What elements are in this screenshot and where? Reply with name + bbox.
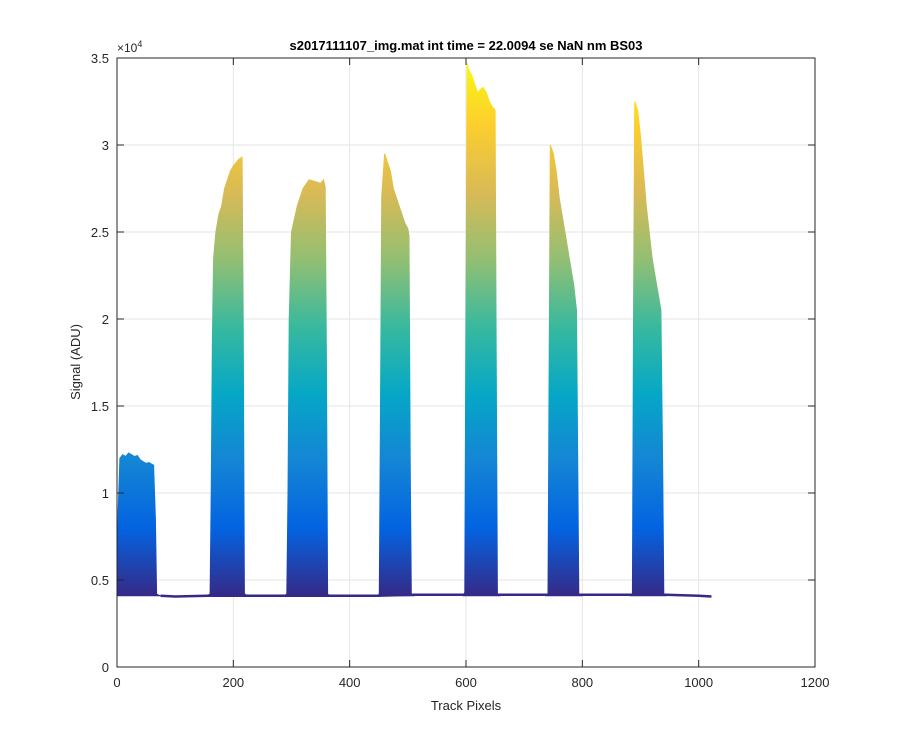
x-tick-label-4: 800: [571, 675, 593, 690]
signal-peak-5: [545, 144, 583, 597]
x-tick-label-5: 1000: [684, 675, 713, 690]
chart-title: s2017111107_img.mat int time = 22.0094 s…: [289, 38, 642, 53]
signal-peak-2: [283, 178, 331, 597]
y-tick-label-5: 2.5: [91, 225, 109, 240]
y-exponent-label: ×104: [117, 39, 142, 55]
y-exponent-power: 4: [137, 39, 142, 49]
y-tick-label-7: 3.5: [91, 51, 109, 66]
x-tick-label-6: 1200: [801, 675, 830, 690]
y-tick-label-3: 1.5: [91, 399, 109, 414]
signal-peak-3: [376, 153, 416, 597]
x-axis-label: Track Pixels: [431, 698, 502, 713]
y-tick-label-0: 0: [102, 660, 109, 675]
x-tick-label-2: 400: [339, 675, 361, 690]
x-tick-label-3: 600: [455, 675, 477, 690]
x-tick-label-1: 200: [222, 675, 244, 690]
y-tick-label-1: 0.5: [91, 573, 109, 588]
x-tick-labels: 0 200 400 600 800 1000 1200: [113, 675, 829, 690]
y-axis-label: Signal (ADU): [68, 324, 83, 400]
signal-peak-1: [205, 156, 249, 597]
signal-baseline: [160, 593, 712, 598]
signal-peak-0: [117, 452, 161, 597]
y-tick-label-2: 1: [102, 486, 109, 501]
signal-peak-6: [629, 101, 667, 597]
signal-peak-4: [462, 63, 502, 597]
y-tick-label-4: 2: [102, 312, 109, 327]
x-tick-label-0: 0: [113, 675, 120, 690]
y-tick-labels: 0 0.5 1 1.5 2 2.5 3 3.5: [91, 51, 109, 675]
axes-box: [116, 57, 816, 668]
y-tick-label-6: 3: [102, 138, 109, 153]
signal-areas: [117, 63, 712, 598]
y-exponent-base: ×10: [117, 41, 138, 55]
